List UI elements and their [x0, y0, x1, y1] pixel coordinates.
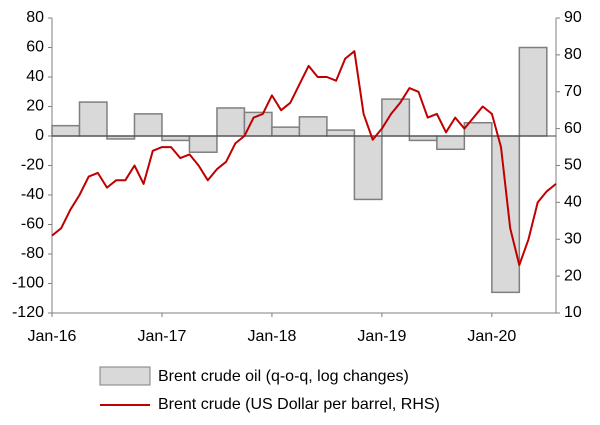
bar [353, 135, 383, 201]
y2-tick-label: 60 [564, 120, 582, 137]
y2-tick-label: 70 [564, 83, 582, 100]
bar [436, 135, 466, 151]
legend-swatch-bar [99, 366, 151, 386]
x-tick-label: Jan-16 [28, 328, 77, 345]
bar [298, 116, 328, 137]
bar [78, 101, 108, 137]
x-tick-label: Jan-17 [138, 328, 187, 345]
bar [381, 98, 411, 137]
bar [491, 135, 521, 294]
y-tick-label: -80 [21, 245, 44, 262]
y-tick-label: 40 [26, 68, 44, 85]
y-tick-label: 20 [26, 98, 44, 115]
bar [271, 126, 301, 137]
x-tick-label: Jan-18 [247, 328, 296, 345]
y-tick-label: -20 [21, 157, 44, 174]
y2-tick-label: 40 [564, 194, 582, 211]
x-tick-label: Jan-20 [467, 328, 516, 345]
bar [518, 46, 548, 137]
bar [161, 135, 191, 142]
y2-tick-label: 90 [564, 9, 582, 26]
y2-tick-label: 50 [564, 157, 582, 174]
x-tick-label: Jan-19 [357, 328, 406, 345]
y-tick-label: -60 [21, 216, 44, 233]
bar [188, 135, 218, 153]
bar [408, 135, 438, 142]
y2-tick-label: 10 [564, 304, 582, 321]
y2-tick-label: 20 [564, 267, 582, 284]
y2-tick-label: 30 [564, 230, 582, 247]
bar [326, 129, 356, 137]
legend-label: Brent crude oil (q-o-q, log changes) [158, 368, 409, 385]
line [51, 50, 557, 267]
y-tick-label: 60 [26, 39, 44, 56]
bar [216, 107, 246, 137]
y-tick-label: 80 [26, 9, 44, 26]
y-tick-label: -100 [12, 275, 44, 292]
y-tick-label: -120 [12, 304, 44, 321]
y-tick-label: 0 [35, 127, 44, 144]
bar [51, 124, 81, 137]
legend-label: Brent crude (US Dollar per barrel, RHS) [158, 396, 440, 413]
y-tick-label: -40 [21, 186, 44, 203]
y2-tick-label: 80 [564, 46, 582, 63]
bar [133, 113, 163, 137]
